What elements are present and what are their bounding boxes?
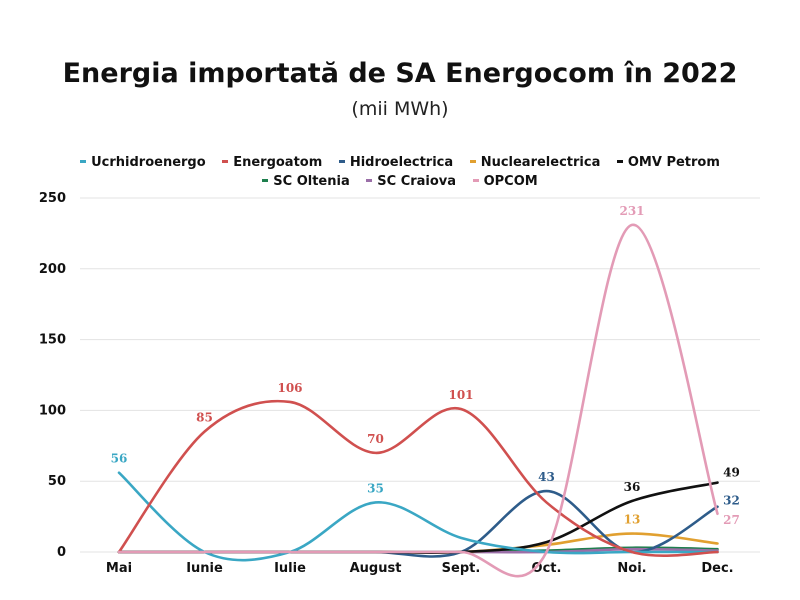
- x-tick-label: August: [350, 561, 402, 576]
- x-tick-label: Noi.: [617, 561, 646, 576]
- legend-swatch: [262, 179, 269, 182]
- legend-label: SC Oltenia: [273, 174, 350, 189]
- data-label: 27: [723, 513, 740, 527]
- data-label: 56: [111, 452, 128, 466]
- legend-item-sc-oltenia[interactable]: SC Oltenia: [262, 174, 350, 189]
- legend-swatch: [472, 179, 479, 182]
- legend-label: Ucrhidroenergo: [91, 155, 206, 170]
- legend-swatch: [366, 179, 373, 182]
- x-tick-label: Sept.: [442, 561, 481, 576]
- legend-swatch: [80, 160, 87, 163]
- legend-label: SC Craiova: [377, 174, 457, 189]
- legend-swatch: [338, 160, 345, 163]
- y-tick-label: 0: [57, 545, 66, 560]
- data-label: 85: [196, 411, 213, 425]
- data-label: 32: [723, 494, 740, 508]
- legend-label: Hidroelectrica: [349, 155, 454, 170]
- legend-swatch: [222, 160, 229, 163]
- legend-item-hidroelectrica[interactable]: Hidroelectrica: [338, 155, 454, 170]
- y-tick-label: 100: [39, 403, 66, 418]
- legend-label: OMV Petrom: [627, 155, 720, 170]
- data-label: 49: [723, 466, 740, 480]
- legend-label: OPCOM: [483, 174, 538, 189]
- legend-item-omv-petrom[interactable]: OMV Petrom: [616, 155, 720, 170]
- data-label: 231: [619, 204, 644, 218]
- chart-title: Energia importată de SA Energocom în 202…: [62, 58, 738, 89]
- y-tick-label: 200: [39, 262, 66, 277]
- data-label: 13: [624, 513, 641, 527]
- legend-item-energoatom[interactable]: Energoatom: [222, 155, 322, 170]
- data-label: 70: [367, 432, 384, 446]
- series-line-energoatom: [117, 399, 719, 557]
- legend-row-1: Ucrhidroenergo Energoatom Hidroelectrica…: [0, 155, 800, 170]
- y-tick-label: 150: [39, 333, 66, 348]
- legend-swatch: [469, 160, 476, 163]
- legend-item-ucrhidroenergo[interactable]: Ucrhidroenergo: [80, 155, 206, 170]
- x-tick-label: Mai: [106, 561, 132, 576]
- data-label: 106: [277, 381, 302, 395]
- x-tick-label: Iulie: [274, 561, 306, 576]
- chart-subtitle: (mii MWh): [351, 98, 449, 120]
- y-tick-label: 250: [39, 191, 66, 206]
- y-tick-label: 50: [48, 474, 66, 489]
- series-line-opcom: [117, 223, 719, 578]
- data-label: 36: [624, 480, 641, 494]
- legend-row-2: SC Oltenia SC Craiova OPCOM: [0, 174, 800, 189]
- legend-item-sc-craiova[interactable]: SC Craiova: [366, 174, 456, 189]
- x-tick-label: Dec.: [701, 561, 733, 576]
- legend-swatch: [616, 160, 623, 163]
- x-tick-label: Iunie: [186, 561, 223, 576]
- legend-item-opcom[interactable]: OPCOM: [472, 174, 538, 189]
- legend-label: Energoatom: [233, 155, 323, 170]
- legend-label: Nuclearelectrica: [480, 155, 601, 170]
- data-label: 101: [448, 388, 473, 402]
- legend-item-nuclearelectrica[interactable]: Nuclearelectrica: [469, 155, 601, 170]
- data-label: 35: [367, 481, 384, 495]
- data-label: 43: [538, 470, 555, 484]
